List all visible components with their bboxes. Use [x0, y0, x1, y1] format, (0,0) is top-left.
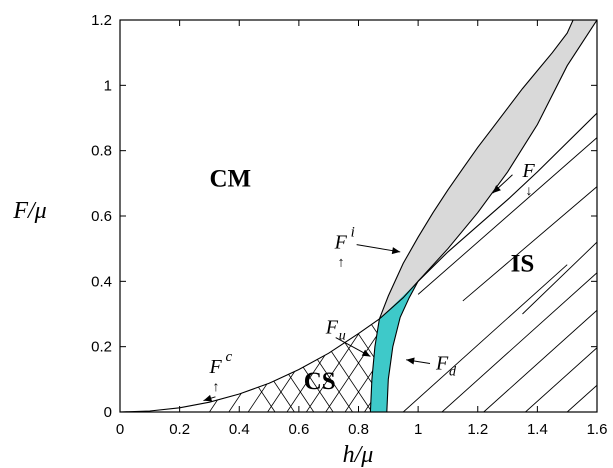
annotation-sup: i	[351, 225, 355, 241]
y-tick-label: 1.2	[91, 12, 112, 29]
is-hatch-line	[525, 347, 597, 412]
is-hatch-line	[417, 137, 597, 295]
annotation-arrow-glyph: ↑	[212, 380, 219, 395]
x-tick-label: 0.8	[348, 421, 369, 438]
annotation-arrowhead	[361, 349, 371, 357]
x-tick-label: 0.2	[169, 421, 190, 438]
gray-band-region	[379, 20, 597, 319]
y-tick-label: 0.4	[91, 273, 112, 290]
region-label-cs: CS	[304, 368, 336, 395]
annotation-base: F	[208, 356, 222, 378]
annotation-base: F	[521, 160, 535, 182]
annotation-sub: u	[339, 329, 346, 344]
x-tick-label: 0.4	[229, 421, 250, 438]
curve-fi	[378, 20, 574, 320]
is-hatch-line	[566, 384, 597, 412]
annotation-base: F	[334, 232, 348, 254]
plot-frame	[119, 19, 598, 413]
annotation-sup: c	[225, 349, 232, 365]
x-tick-label: 0	[116, 421, 124, 438]
curve-upper_band	[417, 20, 597, 282]
is-hatch-line	[462, 186, 597, 302]
cyan-band-region	[370, 281, 419, 412]
annotation-arrow-glyph: ↓	[525, 184, 532, 199]
annotation-arrowhead	[492, 185, 501, 194]
annotation-base: F	[435, 353, 449, 375]
is-hatch-line	[522, 241, 597, 315]
curve-fdown	[379, 112, 597, 320]
x-axis-title: h/μ	[343, 442, 374, 468]
annotation-sub: d	[449, 365, 457, 380]
annotation-arrowhead	[203, 394, 213, 402]
x-tick-label: 1	[414, 421, 422, 438]
x-tick-label: 1.6	[587, 421, 608, 438]
x-tick-label: 1.4	[527, 421, 548, 438]
curve-fu	[369, 318, 380, 412]
annotation-base: F	[325, 317, 339, 339]
y-tick-label: 0	[104, 404, 112, 421]
annotation-arrow-glyph: ↑	[338, 256, 345, 271]
is-hatch-line	[483, 309, 597, 412]
y-tick-label: 0.6	[91, 208, 112, 225]
region-label-is: IS	[511, 251, 535, 278]
is-hatch-line	[441, 272, 597, 412]
region-label-cm: CM	[209, 166, 251, 193]
is-hatching	[402, 137, 597, 412]
annotation-fdown: F↓	[492, 160, 535, 199]
annotation-arrowhead	[406, 357, 415, 365]
y-tick-label: 1	[104, 77, 112, 94]
y-axis-title: F/μ	[12, 198, 46, 224]
x-tick-label: 0.6	[288, 421, 309, 438]
curve-fd	[386, 281, 419, 412]
x-tick-label: 1.2	[467, 421, 488, 438]
y-tick-label: 0.8	[91, 143, 112, 160]
is-hatch-line	[402, 264, 568, 412]
y-tick-label: 0.2	[91, 339, 112, 356]
cs-hatch-line	[364, 318, 380, 412]
curve-fc	[120, 318, 380, 412]
annotation-arrowhead	[391, 247, 401, 255]
